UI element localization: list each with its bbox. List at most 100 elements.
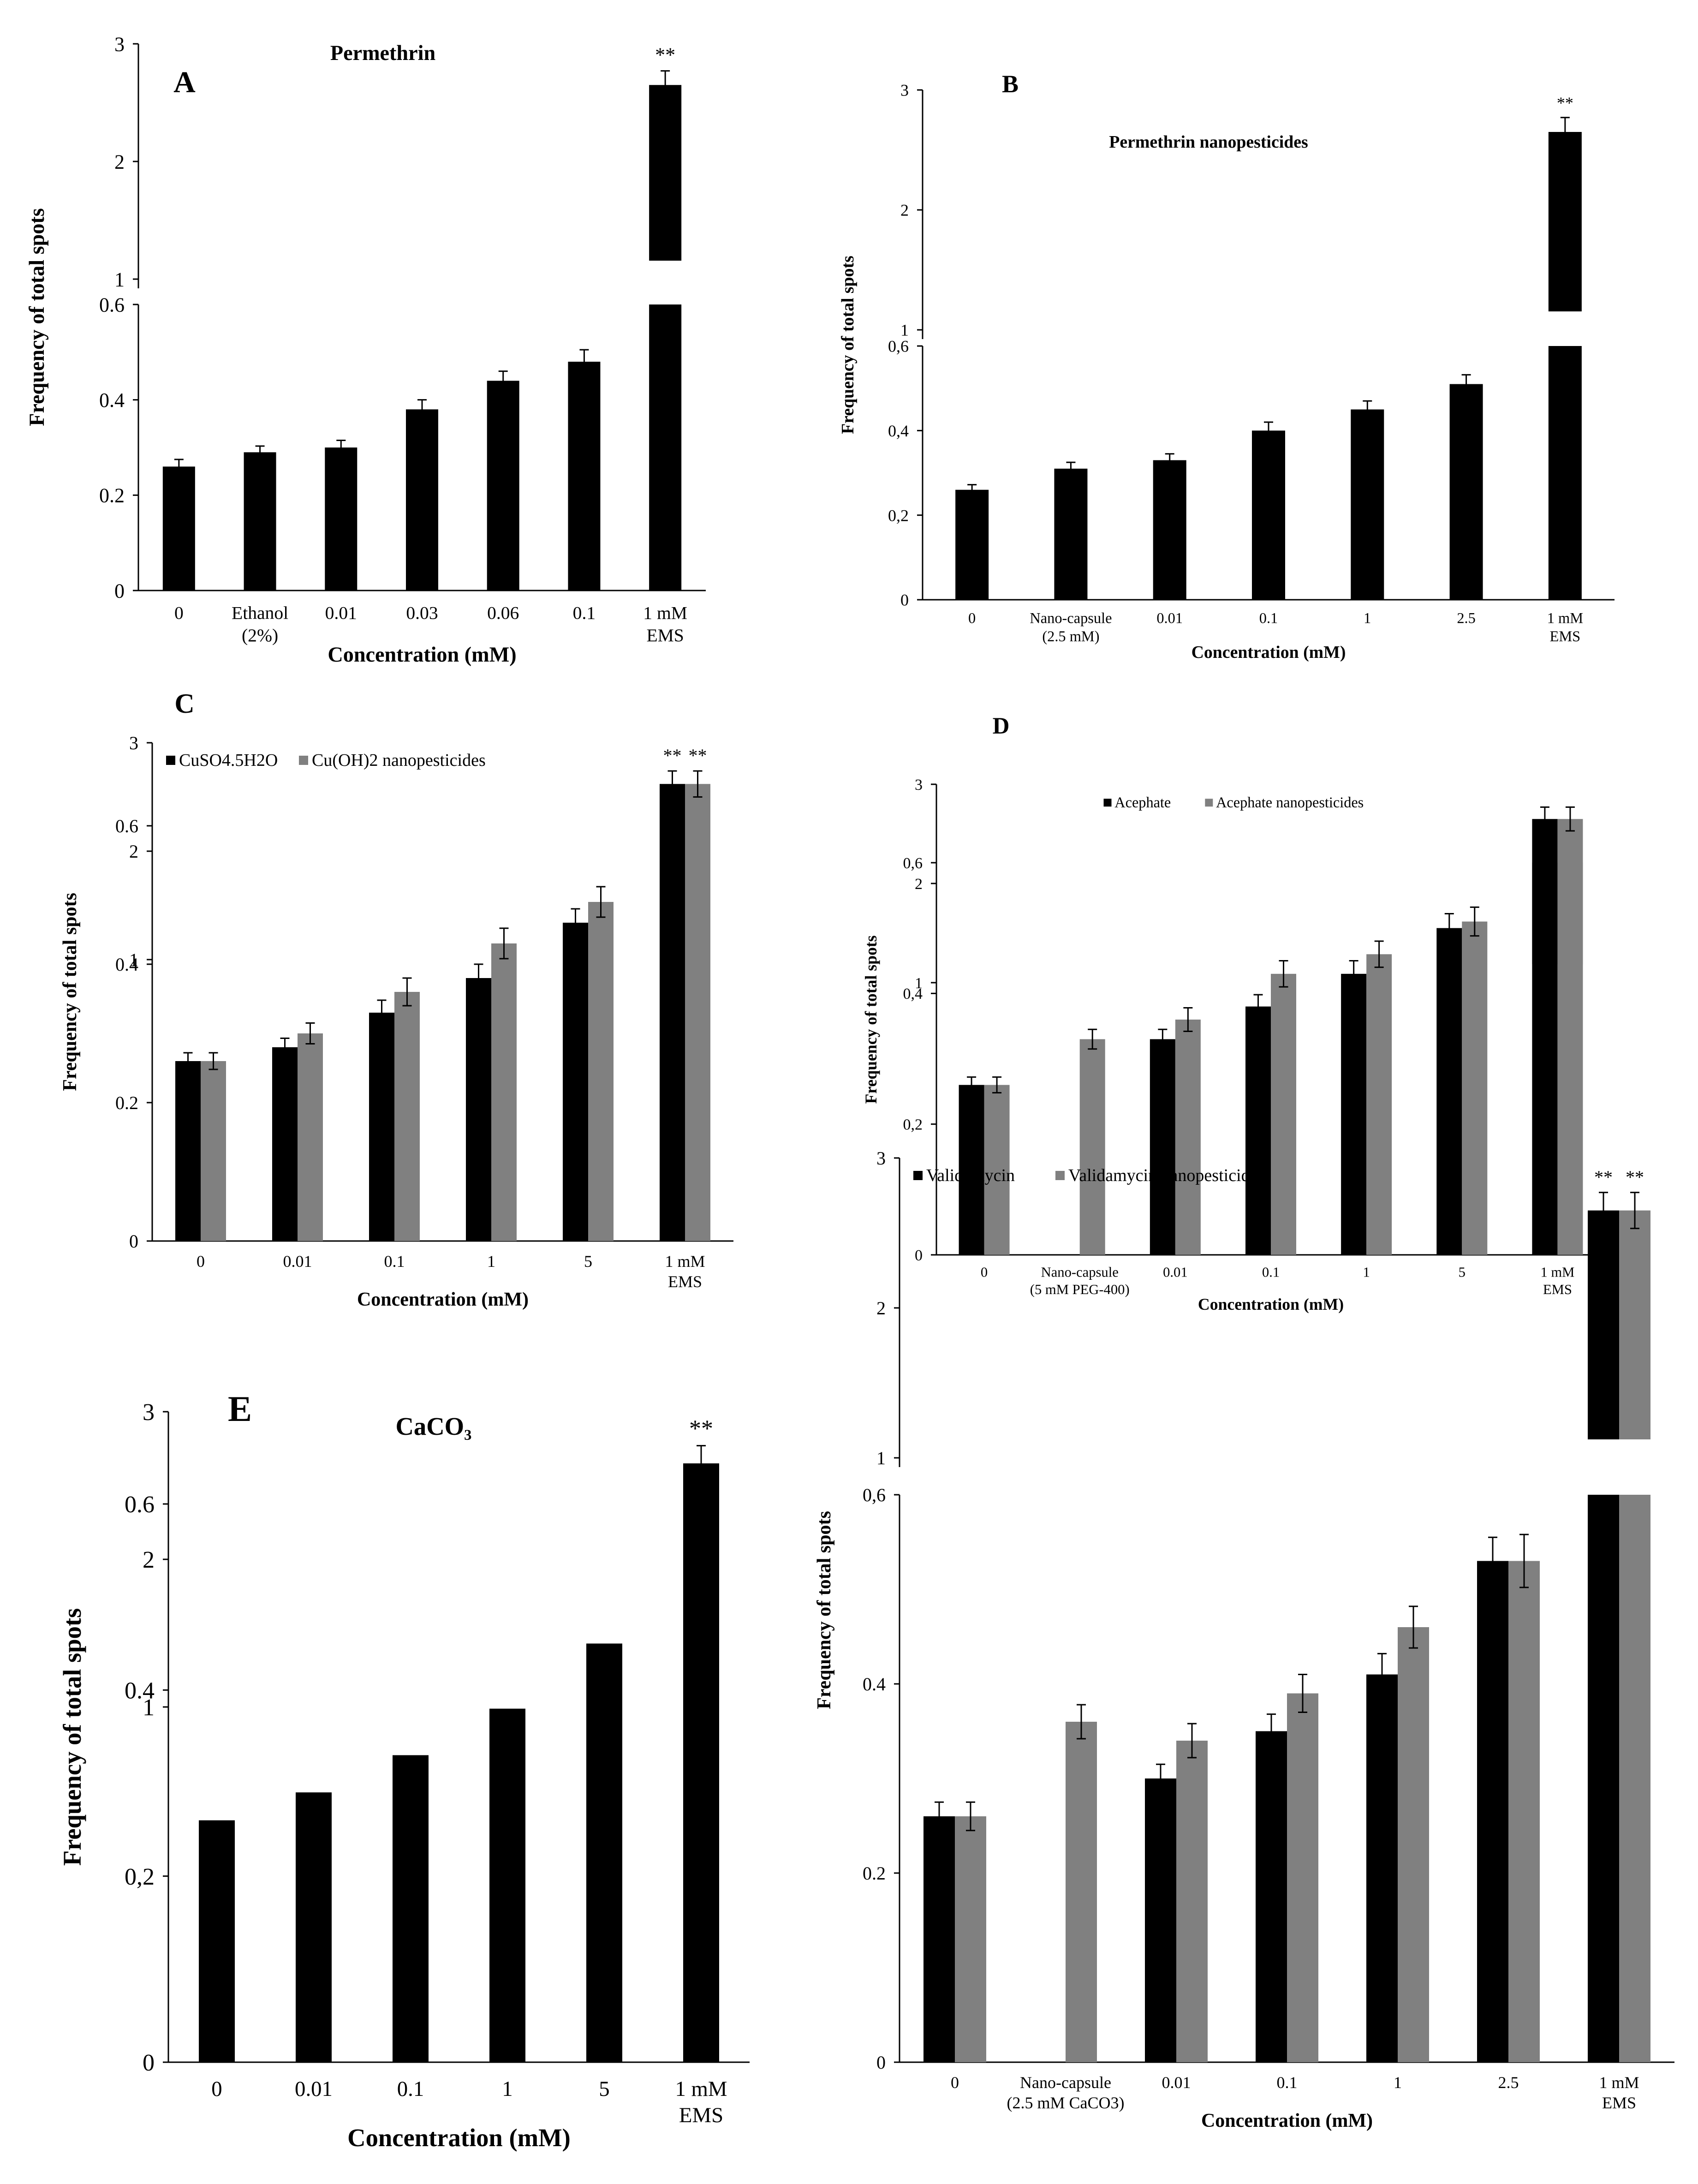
x-tick-label: 1 xyxy=(487,1252,495,1271)
y-tick-label: 3 xyxy=(114,33,125,55)
x-tick-label: 1 xyxy=(1363,1265,1370,1280)
bar xyxy=(1153,460,1186,600)
x-axis-label: Concentration (mM) xyxy=(357,1289,529,1310)
y-tick-label: 0.6 xyxy=(99,293,125,316)
y-tick-label: 0,4 xyxy=(903,985,923,1002)
bar xyxy=(1341,973,1367,1255)
x-tick-label: (2.5 mM) xyxy=(1042,628,1099,645)
bar xyxy=(1398,1627,1429,2062)
legend-swatch xyxy=(913,1171,923,1180)
x-tick-label: (2%) xyxy=(242,625,278,645)
bar xyxy=(1557,819,1583,964)
y-tick-label: 0 xyxy=(143,2050,155,2076)
bar xyxy=(1449,384,1483,600)
significance-label: ** xyxy=(1594,1167,1613,1187)
bar xyxy=(649,304,682,591)
x-tick-label: 2.5 xyxy=(1498,2073,1519,2092)
legend-swatch xyxy=(166,756,175,765)
y-tick-label: 0,2 xyxy=(903,1116,923,1134)
x-tick-label: 0.01 xyxy=(1162,2073,1191,2092)
x-tick-label: 1 mM xyxy=(1599,2073,1639,2092)
y-tick-label: 1 xyxy=(915,975,923,992)
legend-label: Acephate nanopesticides xyxy=(1216,794,1364,811)
bar xyxy=(487,381,519,591)
x-tick-label: 0.01 xyxy=(1163,1265,1188,1280)
bar xyxy=(586,1643,622,2062)
y-tick-label: 0.2 xyxy=(863,1863,886,1884)
y-tick-label: 0,6 xyxy=(863,1485,886,1505)
x-tick-label: 1 mM xyxy=(675,2077,727,2101)
bar xyxy=(489,1708,525,2062)
x-tick-label: 0.1 xyxy=(1262,1265,1280,1280)
bar xyxy=(272,1047,298,1241)
y-tick-label: 1 xyxy=(114,268,125,291)
y-tick-label: 1 xyxy=(143,1695,155,1721)
y-axis-label: Frequency of total spots xyxy=(25,208,48,426)
panel-letter-d: D xyxy=(993,713,1010,739)
y-tick-label: 2 xyxy=(876,1298,886,1319)
x-tick-label: 0 xyxy=(951,2073,959,2092)
y-tick-label: 0.2 xyxy=(99,484,125,507)
chart-panel-d: D 0 0,2 0,4 0,6 1 2 3 Frequency of total spots 0 N… xyxy=(862,713,1605,1313)
significance-label: ** xyxy=(1626,1167,1644,1187)
bar xyxy=(1175,1020,1201,1255)
x-tick-label: 1 xyxy=(1364,610,1371,627)
bar xyxy=(1619,1495,1650,2062)
bar xyxy=(1462,921,1488,1255)
chart-panel-c: C 0 0.2 0.4 0.6 1 2 3 Frequency of total spots 0 0… xyxy=(60,688,733,1310)
bar xyxy=(683,1463,719,1689)
x-tick-label: EMS xyxy=(679,2103,723,2127)
x-tick-label: 0 xyxy=(968,610,976,627)
y-tick-label: 0,6 xyxy=(903,855,923,872)
x-tick-label: 0.01 xyxy=(283,1252,312,1271)
bar xyxy=(1079,1039,1105,1255)
x-tick-label: 0.1 xyxy=(1259,610,1278,627)
bar xyxy=(1532,819,1558,964)
chart-title: Permethrin nanopesticides xyxy=(1109,132,1308,152)
x-axis-label: Concentration (mM) xyxy=(328,643,516,666)
x-tick-label: EMS xyxy=(1550,628,1581,645)
x-tick-label: 0.1 xyxy=(384,1252,405,1271)
y-tick-label: 2 xyxy=(900,201,909,220)
bar xyxy=(568,362,601,591)
panel-letter-b: B xyxy=(1002,70,1019,98)
bar xyxy=(1252,430,1285,600)
x-tick-label: 0 xyxy=(981,1265,988,1280)
y-tick-label: 0,4 xyxy=(888,422,909,440)
y-tick-label: 0.4 xyxy=(863,1674,886,1695)
y-axis-label: Frequency of total spots xyxy=(838,256,858,434)
legend-label: Cu(OH)2 nanopesticides xyxy=(312,751,486,770)
bar xyxy=(984,1085,1010,1255)
panel-letter-a: A xyxy=(173,66,196,99)
x-tick-label: 1 mM xyxy=(1540,1265,1574,1280)
y-tick-label: 0 xyxy=(114,579,125,602)
bar xyxy=(1548,346,1582,600)
legend-label: CuSO4.5H2O xyxy=(179,751,278,770)
x-tick-label: 0.03 xyxy=(406,603,438,623)
legend-swatch xyxy=(1103,799,1112,807)
x-tick-label: EMS xyxy=(646,625,684,645)
panel-letter-c: C xyxy=(174,688,194,719)
x-axis-label: Concentration (mM) xyxy=(1192,643,1346,662)
legend-label: Validamycin nanopesticides xyxy=(1068,1166,1264,1185)
bar xyxy=(588,902,614,1241)
x-tick-label: 0 xyxy=(197,1252,205,1271)
bar xyxy=(491,943,517,1241)
bar xyxy=(1508,1561,1540,2062)
y-tick-label: 1 xyxy=(876,1448,886,1468)
bar xyxy=(1150,1039,1175,1255)
x-tick-label: Nano-capsule xyxy=(1041,1265,1119,1280)
y-tick-label: 2 xyxy=(915,876,923,893)
legend-label: Acephate xyxy=(1114,794,1171,811)
bar xyxy=(1176,1741,1208,2062)
bar xyxy=(923,1816,955,2062)
x-tick-label: 1 xyxy=(1394,2073,1402,2092)
y-tick-label: 3 xyxy=(143,1399,155,1426)
x-tick-label: 1 mM xyxy=(665,1252,705,1271)
bar xyxy=(1477,1561,1508,2062)
bar xyxy=(199,1820,235,2062)
bar xyxy=(325,448,357,591)
bar xyxy=(1366,954,1392,1255)
x-tick-label: 5 xyxy=(1459,1265,1466,1280)
